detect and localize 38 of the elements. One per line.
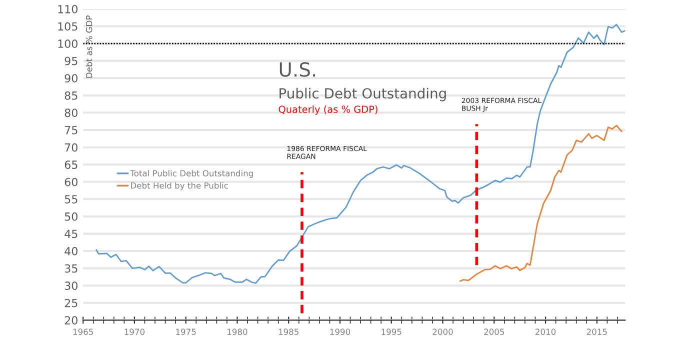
x-tick-label: 2005 (484, 328, 504, 335)
y-tick-label: 65 (64, 160, 78, 169)
y-tick-label: 50 (64, 212, 78, 221)
y-tick-label: 45 (64, 230, 78, 238)
y-tick-label: 80 (64, 108, 78, 118)
text: U.S. (280, 62, 316, 77)
y-tick-label: 55 (64, 195, 78, 204)
x-tick-label: 1990 (330, 328, 350, 335)
x-tick-label: 2015 (586, 328, 607, 335)
legend-label: Debt Held by the Public (131, 182, 228, 190)
y-tick-label: 70 (64, 143, 78, 152)
y-tick-label: 20 (64, 316, 78, 325)
x-tick-label: 1980 (228, 328, 248, 335)
line-series (96, 24, 626, 284)
text: Public Debt Outstanding (280, 88, 446, 102)
annotation: Quaterly (as % GDP) (278, 105, 378, 115)
x-tick-label: 1985 (278, 328, 298, 335)
y-tick-label: 35 (64, 264, 78, 273)
x-tick-label: 2000 (432, 328, 453, 335)
y-tick-label: 90 (64, 74, 78, 83)
x-tick-label: 1995 (382, 328, 402, 335)
y-tick-label: 75 (64, 126, 78, 134)
y-tick-label: 40 (64, 246, 78, 256)
x-tick-label: 1965 (73, 328, 93, 335)
y-tick-label: 30 (64, 282, 78, 290)
y-tick-label: 105 (58, 22, 78, 31)
x-tick-label: 1970 (124, 328, 145, 335)
x-tick-label: 2010 (536, 328, 556, 335)
y-tick-label: 60 (64, 178, 78, 186)
legend-label: Total Public Debt Outstanding (130, 170, 253, 178)
y-tick-label: 110 (58, 4, 78, 14)
line-series (460, 124, 622, 282)
y-tick-label: 85 (64, 91, 78, 100)
y-tick-label: 100 (58, 40, 78, 48)
y-axis-title: Debt as % GDP (86, 15, 92, 78)
x-tick-label: 1975 (176, 328, 196, 335)
y-tick-label: 25 (64, 298, 78, 308)
y-tick-label: 95 (64, 56, 78, 66)
